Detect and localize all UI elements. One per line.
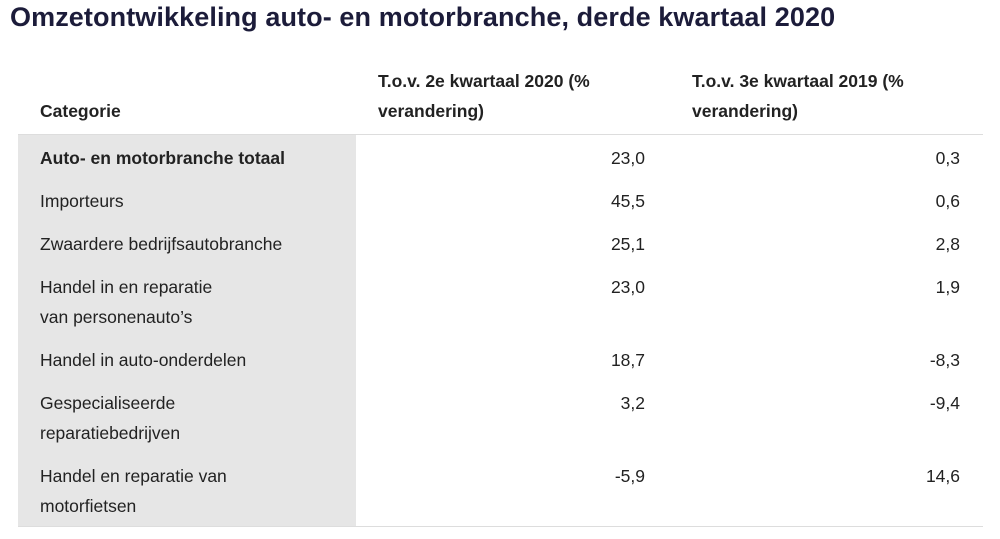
cell-line: T.o.v. 2e kwartaal 2020 (% (378, 71, 590, 91)
value-cell: -9,4 (929, 393, 960, 413)
category-cell: Zwaardere bedrijfsautobranche (18, 221, 356, 264)
title: Omzetontwikkeling auto- en motorbranche,… (10, 2, 836, 32)
cell-line: Importeurs (40, 191, 124, 211)
column-header: Categorie (18, 60, 356, 135)
table: Categorie T.o.v. 2e kwartaal 2020 (% veran… (18, 60, 983, 527)
category-cell: Importeurs (18, 178, 356, 221)
header-row: Categorie T.o.v. 2e kwartaal 2020 (% veran… (18, 60, 983, 135)
cell-line: verandering) (692, 101, 798, 121)
cell-line: van personenauto’s (40, 307, 193, 327)
table-row: Handel en reparatie van motorfietsen -5,9 1… (18, 453, 983, 527)
column-header: T.o.v. 2e kwartaal 2020 (% verandering) (356, 60, 660, 135)
value-cell: 25,1 (610, 234, 645, 254)
value-cell: 45,5 (610, 191, 645, 211)
value-cell: 0,6 (935, 191, 960, 211)
cell-line: verandering) (378, 101, 484, 121)
cell-line: Handel en reparatie van (40, 466, 227, 486)
value-cell: -8,3 (929, 350, 960, 370)
table-row: Importeurs 45,5 0,6 (18, 178, 983, 221)
cell-line: motorfietsen (40, 496, 137, 516)
cell-line: Categorie (40, 101, 121, 121)
table-row: Handel in auto-onderdelen 18,7 -8,3 (18, 337, 983, 380)
table-head: Categorie T.o.v. 2e kwartaal 2020 (% veran… (18, 60, 983, 135)
value-cell: 2,8 (935, 234, 960, 254)
table-body: Auto- en motorbranche totaal 23,0 0,3 Impor… (18, 134, 983, 527)
value-cell: 18,7 (610, 350, 645, 370)
cell-line: reparatiebedrijven (40, 423, 181, 443)
table-row: Handel in en reparatie van personenauto’s… (18, 264, 983, 337)
cell-line: Handel in en reparatie (40, 277, 213, 297)
category-cell: Handel in en reparatie van personenauto’s (18, 264, 356, 337)
cell-line: Gespecialiseerde (40, 393, 176, 413)
value-cell: 14,6 (660, 453, 983, 527)
table-row: Zwaardere bedrijfsautobranche 25,1 2,8 (18, 221, 983, 264)
value-cell: 23,0 (610, 148, 645, 168)
cell-line: Handel in auto-onderdelen (40, 350, 247, 370)
cell-line: Auto- en motorbranche totaal (40, 148, 286, 168)
cell-line: Zwaardere bedrijfsautobranche (40, 234, 283, 254)
category-cell: Handel en reparatie van motorfietsen (18, 453, 356, 527)
cell-line: T.o.v. 3e kwartaal 2019 (% (692, 71, 904, 91)
table-row: Gespecialiseerde reparatiebedrijven 3,2 -9,… (18, 380, 983, 453)
category-cell: Auto- en motorbranche totaal (18, 134, 356, 178)
category-cell: Handel in auto-onderdelen (18, 337, 356, 380)
value-cell: -5,9 (356, 453, 660, 527)
column-header: T.o.v. 3e kwartaal 2019 (% verandering) (660, 60, 983, 135)
value-cell: 23,0 (610, 277, 645, 297)
value-cell: 0,3 (935, 148, 960, 168)
category-cell: Gespecialiseerde reparatiebedrijven (18, 380, 356, 453)
value-cell: 3,2 (620, 393, 645, 413)
table-row: Auto- en motorbranche totaal 23,0 0,3 (18, 134, 983, 178)
value-cell: 1,9 (935, 277, 960, 297)
